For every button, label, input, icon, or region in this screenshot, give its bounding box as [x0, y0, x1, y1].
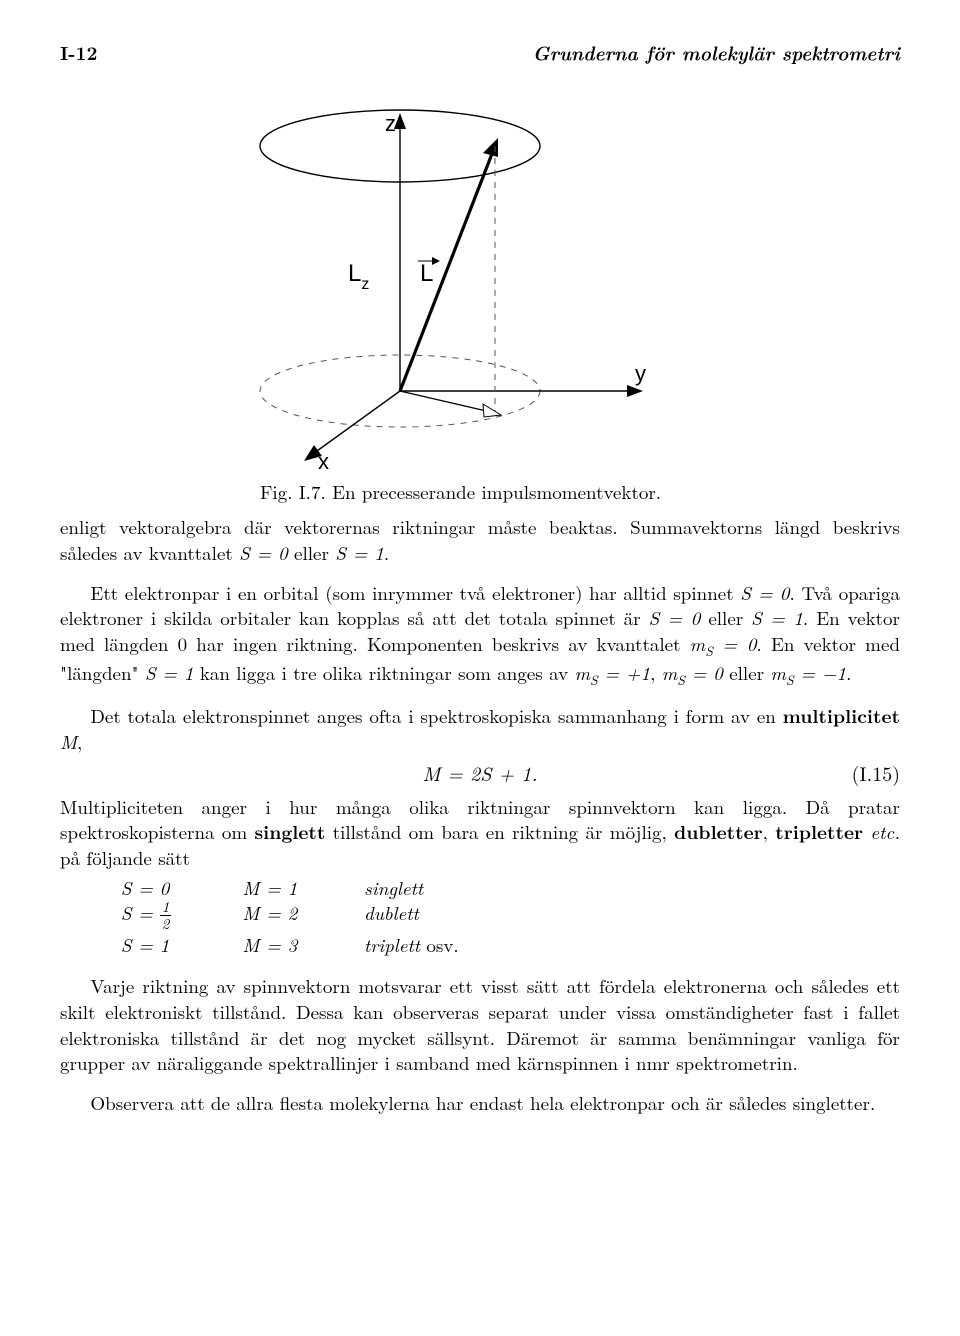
- t: eller: [723, 659, 771, 686]
- para-4: Multipliciteten anger i hur många olika …: [60, 794, 900, 871]
- caption-prefix: Fig. I.7.: [260, 478, 332, 505]
- proj-arrowhead: [483, 404, 501, 417]
- cell-name: dublett: [364, 899, 419, 926]
- cell-m: M = 1: [242, 875, 322, 901]
- t: S = 0: [239, 539, 288, 566]
- x-label: x: [318, 449, 329, 471]
- t: S: [590, 670, 598, 689]
- cell-m: M = 3: [242, 932, 322, 958]
- t: kan ligga i tre olika riktningar som ang…: [194, 659, 575, 686]
- para-5: Varje riktning av spinnvektorn motsvarar…: [60, 973, 900, 1076]
- y-label: y: [635, 361, 646, 386]
- para-6: Observera att de allra flesta molekylern…: [60, 1090, 900, 1116]
- l-label: L: [420, 260, 433, 287]
- equation-I15: M = 2S + 1. (I.15): [60, 759, 900, 786]
- cell-name: singlett: [364, 874, 423, 901]
- figure-I7: z y x Lz L Fig. I.7. En precesserande im…: [60, 91, 900, 505]
- t: = 0: [685, 659, 723, 686]
- l-arrowhead: [483, 138, 498, 157]
- t: S = 1: [751, 604, 803, 631]
- t: m: [770, 659, 786, 686]
- cell-tail: osv.: [420, 931, 459, 958]
- t: m: [662, 659, 678, 686]
- t: ,: [77, 728, 82, 755]
- t: S = 0: [649, 604, 701, 631]
- para-1: enligt vektoralgebra där vektorernas rik…: [60, 514, 900, 565]
- page-title: Grunderna för molekylär spektrometri: [533, 40, 900, 66]
- proj-vector: [400, 391, 495, 413]
- cell-name: triplett: [364, 931, 420, 958]
- multiplicitet-term: multiplicitet: [783, 701, 900, 729]
- t: etc.: [870, 818, 900, 845]
- t: = +1: [598, 659, 650, 686]
- l-vector: [400, 146, 495, 391]
- t: Det totala elektronspinnet anges ofta i …: [90, 702, 782, 729]
- x-axis: [310, 391, 400, 456]
- singlett-term: singlett: [255, 817, 326, 845]
- tripletter-term: tripletter: [775, 817, 863, 845]
- t: .: [384, 539, 389, 566]
- caption-text: En precesserande impulsmomentvektor.: [332, 478, 661, 505]
- t: m: [690, 630, 706, 657]
- t: m: [574, 659, 590, 686]
- precession-diagram: z y x Lz L: [240, 91, 660, 471]
- z-label: z: [385, 111, 396, 136]
- t: S: [705, 641, 713, 660]
- dubletter-term: dubletter: [674, 817, 763, 845]
- table-row: S = 1 M = 3 triplett osv.: [121, 932, 900, 958]
- t: S: [677, 670, 685, 689]
- lz-label: Lz: [348, 260, 369, 293]
- t: = −1: [794, 659, 846, 686]
- eq-body: M = 2S + 1.: [422, 759, 537, 786]
- para-2: Ett elektronpar i en orbital (som inrymm…: [60, 580, 900, 690]
- t: eller: [700, 604, 751, 631]
- t: S = 1: [335, 539, 384, 566]
- t: = 0: [713, 630, 757, 657]
- page-number: I-12: [60, 40, 97, 66]
- table-row: S = 12 M = 2 dublett: [121, 900, 900, 932]
- multiplicity-table: S = 0 M = 1 singlett S = 12 M = 2 dublet…: [121, 875, 900, 958]
- t: enligt vektoralgebra där vektorernas rik…: [60, 513, 900, 566]
- t: Ett elektronpar i en orbital (som inrymm…: [90, 579, 740, 606]
- t: ,: [650, 659, 662, 686]
- cell-m: M = 2: [242, 900, 322, 932]
- para-3: Det totala elektronspinnet anges ofta i …: [60, 703, 900, 754]
- t: S = 0: [740, 579, 789, 606]
- page-header: I-12 Grunderna för molekylär spektrometr…: [60, 40, 900, 66]
- t: ,: [763, 818, 776, 845]
- t: S: [786, 670, 794, 689]
- cell-s: S = 1: [121, 932, 201, 958]
- cell-s: S = 12: [121, 900, 201, 932]
- t: eller: [288, 539, 336, 566]
- t: M: [60, 728, 77, 755]
- y-arrowhead: [627, 385, 643, 397]
- eq-number: (I.15): [852, 759, 900, 786]
- cell-s: S = 0: [121, 875, 201, 901]
- t: .: [846, 659, 851, 686]
- table-row: S = 0 M = 1 singlett: [121, 875, 900, 901]
- figure-caption: Fig. I.7. En precesserande impulsmomentv…: [260, 479, 900, 505]
- t: på följande sätt: [60, 844, 190, 871]
- t: S = 1: [145, 659, 194, 686]
- t: tillstånd om bara en riktning är möjlig,: [325, 818, 674, 845]
